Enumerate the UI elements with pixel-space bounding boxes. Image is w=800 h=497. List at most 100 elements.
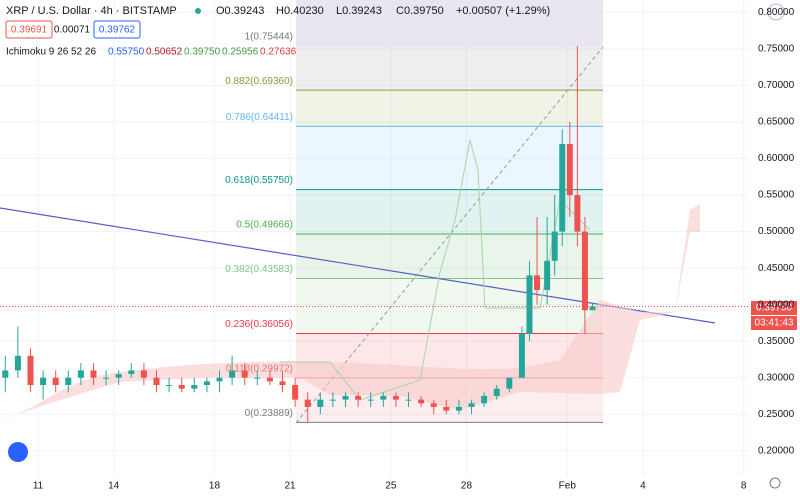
indicator-name: Ichimoku 9 26 52 26 bbox=[6, 47, 96, 58]
candle-body bbox=[241, 370, 248, 378]
y-tick-label: 0.55000 bbox=[758, 190, 795, 201]
buy-price: 0.39762 bbox=[99, 25, 136, 36]
y-tick-label: 0.80000 bbox=[758, 7, 795, 18]
y-tick-label: 0.70000 bbox=[758, 80, 795, 91]
candle-body bbox=[481, 395, 488, 404]
fib-label: 0.618(0.55750) bbox=[225, 175, 293, 186]
ohlc-l: L0.39243 bbox=[336, 5, 382, 17]
candle-body bbox=[559, 143, 566, 232]
buy-button[interactable] bbox=[93, 20, 141, 39]
x-tick-label: 18 bbox=[209, 481, 221, 492]
fib-zone bbox=[296, 126, 603, 190]
x-tick-label: 25 bbox=[385, 481, 397, 492]
y-tick-label: 0.75000 bbox=[758, 44, 795, 55]
status-dot bbox=[195, 8, 201, 14]
candles bbox=[0, 46, 750, 423]
y-tick-label: 0.60000 bbox=[758, 153, 795, 164]
candle-body bbox=[166, 385, 173, 387]
fib-label: 0.236(0.36056) bbox=[225, 319, 293, 330]
candle-body bbox=[178, 385, 185, 389]
fib-zone bbox=[296, 45, 603, 91]
x-tick-label: 28 bbox=[461, 481, 473, 492]
candle-body bbox=[140, 370, 147, 378]
candle-body bbox=[27, 355, 34, 386]
countdown: 03:41:43 bbox=[755, 318, 794, 329]
candle-body bbox=[304, 399, 311, 407]
candle-body bbox=[526, 275, 533, 334]
logo[interactable] bbox=[8, 442, 28, 462]
last-price: 0.39750 bbox=[756, 303, 793, 314]
fib-label: 0.382(0.43583) bbox=[225, 264, 293, 275]
y-tick-label: 0.45000 bbox=[758, 263, 795, 274]
candle-body bbox=[52, 377, 59, 386]
lagging-span bbox=[280, 139, 591, 401]
y-tick-label: 0.65000 bbox=[758, 117, 795, 128]
plot bbox=[0, 0, 750, 480]
candle-body bbox=[103, 377, 110, 379]
candle-body bbox=[574, 195, 581, 232]
fib-label: 0.5(0.49666) bbox=[236, 220, 293, 231]
fib-diagonal bbox=[295, 46, 604, 424]
candle-body bbox=[266, 377, 273, 382]
fib-zone bbox=[296, 189, 603, 235]
candle-body bbox=[292, 385, 299, 400]
ind-value: 0.50652 bbox=[146, 47, 183, 58]
ind-value: 0.27636 bbox=[260, 47, 297, 58]
ind-value: 0.25956 bbox=[222, 47, 259, 58]
ind-value: 0.55750 bbox=[108, 47, 145, 58]
candle-body bbox=[355, 395, 362, 400]
spread: 0.00071 bbox=[54, 25, 91, 36]
settings-button[interactable] bbox=[769, 477, 781, 489]
ind-value: 0.39750 bbox=[184, 47, 221, 58]
x-tick-label: 11 bbox=[33, 481, 44, 492]
candle-body bbox=[506, 377, 513, 389]
currency-button[interactable] bbox=[767, 3, 785, 21]
candle-body bbox=[14, 355, 21, 371]
sell-price: 0.39691 bbox=[11, 25, 48, 36]
price-axis bbox=[750, 0, 800, 497]
x-tick-label: 8 bbox=[741, 481, 747, 492]
fib-label: 0(0.23889) bbox=[245, 408, 293, 419]
candle-body bbox=[468, 403, 475, 407]
countdown-tag bbox=[751, 316, 797, 330]
fib-label: 0.118(0.29972) bbox=[226, 364, 293, 375]
candle-body bbox=[342, 395, 349, 400]
candle-body bbox=[534, 275, 541, 291]
x-tick-label: 4 bbox=[640, 481, 646, 492]
time-axis bbox=[0, 476, 800, 497]
candle-body bbox=[229, 370, 236, 378]
candle-body bbox=[443, 406, 450, 411]
y-tick-label: 0.50000 bbox=[758, 226, 795, 237]
candle-body bbox=[279, 381, 286, 386]
candle-body bbox=[455, 406, 462, 411]
candle-body bbox=[329, 399, 336, 401]
ohlc-o: O0.39243 bbox=[216, 5, 264, 17]
y-tick-label: 0.35000 bbox=[758, 336, 795, 347]
candle-body bbox=[518, 333, 525, 378]
candle-body bbox=[191, 385, 198, 389]
candle-body bbox=[544, 260, 551, 291]
candle-body bbox=[589, 306, 596, 311]
candle-body bbox=[493, 388, 500, 396]
fib-label: 0.882(0.69360) bbox=[225, 76, 293, 87]
y-tick-label: 0.25000 bbox=[758, 409, 795, 420]
candle-body bbox=[392, 395, 399, 400]
candle-body bbox=[551, 231, 558, 261]
y-tick-label: 0.40000 bbox=[758, 299, 795, 310]
y-tick-label: 0.20000 bbox=[758, 445, 795, 456]
ichimoku-cloud bbox=[0, 204, 700, 420]
date-range bbox=[296, 0, 603, 47]
candle-body bbox=[128, 370, 135, 375]
candle-body bbox=[317, 399, 324, 407]
trend-line bbox=[0, 207, 716, 324]
candle-body bbox=[216, 377, 223, 382]
fib-zone bbox=[296, 278, 603, 334]
fib-label: 1(0.75444) bbox=[245, 31, 293, 42]
candle-body bbox=[380, 395, 387, 400]
candle-body bbox=[203, 381, 210, 386]
candle-body bbox=[153, 377, 160, 386]
x-tick-label: Feb bbox=[559, 481, 577, 492]
sell-button[interactable] bbox=[5, 20, 53, 39]
candle-body bbox=[418, 399, 425, 404]
